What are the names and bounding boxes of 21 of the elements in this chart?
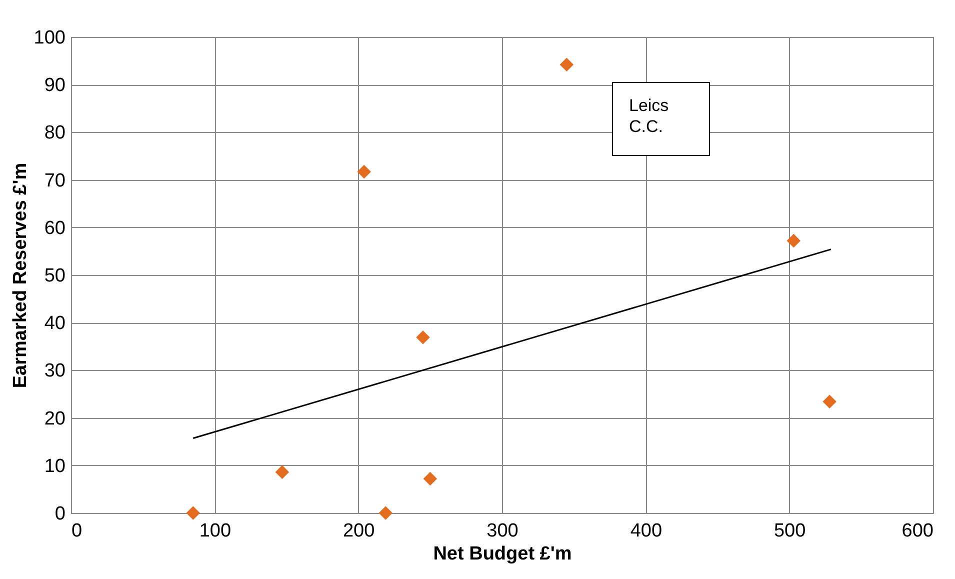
x-tick-label: 600 [902, 520, 934, 542]
y-tick-label: 50 [44, 266, 66, 286]
y-tick-label: 40 [44, 313, 66, 334]
y-tick-label: 80 [44, 122, 66, 144]
y-tick-label: 60 [44, 218, 66, 239]
y-tick-label: 70 [44, 170, 66, 192]
text-box: Leics C.C. [612, 82, 710, 156]
y-tick-label: 10 [44, 456, 66, 477]
y-tick-label: 20 [44, 408, 66, 430]
y-tick-label: 30 [44, 360, 66, 382]
x-tick-label: 0 [72, 520, 82, 542]
x-tick-label: 300 [486, 520, 518, 542]
x-tick-label: 200 [342, 520, 375, 542]
x-axis-title: Net Budget £'m [433, 544, 572, 564]
x-tick-label: 500 [774, 520, 806, 542]
y-tick-label: 90 [44, 75, 66, 96]
y-tick-label: 100 [34, 28, 66, 48]
x-tick-label: 400 [630, 520, 662, 542]
y-axis-title: Earmarked Reserves £'m [10, 162, 31, 388]
x-tick-label: 100 [199, 520, 232, 542]
y-tick-label: 0 [54, 504, 66, 524]
